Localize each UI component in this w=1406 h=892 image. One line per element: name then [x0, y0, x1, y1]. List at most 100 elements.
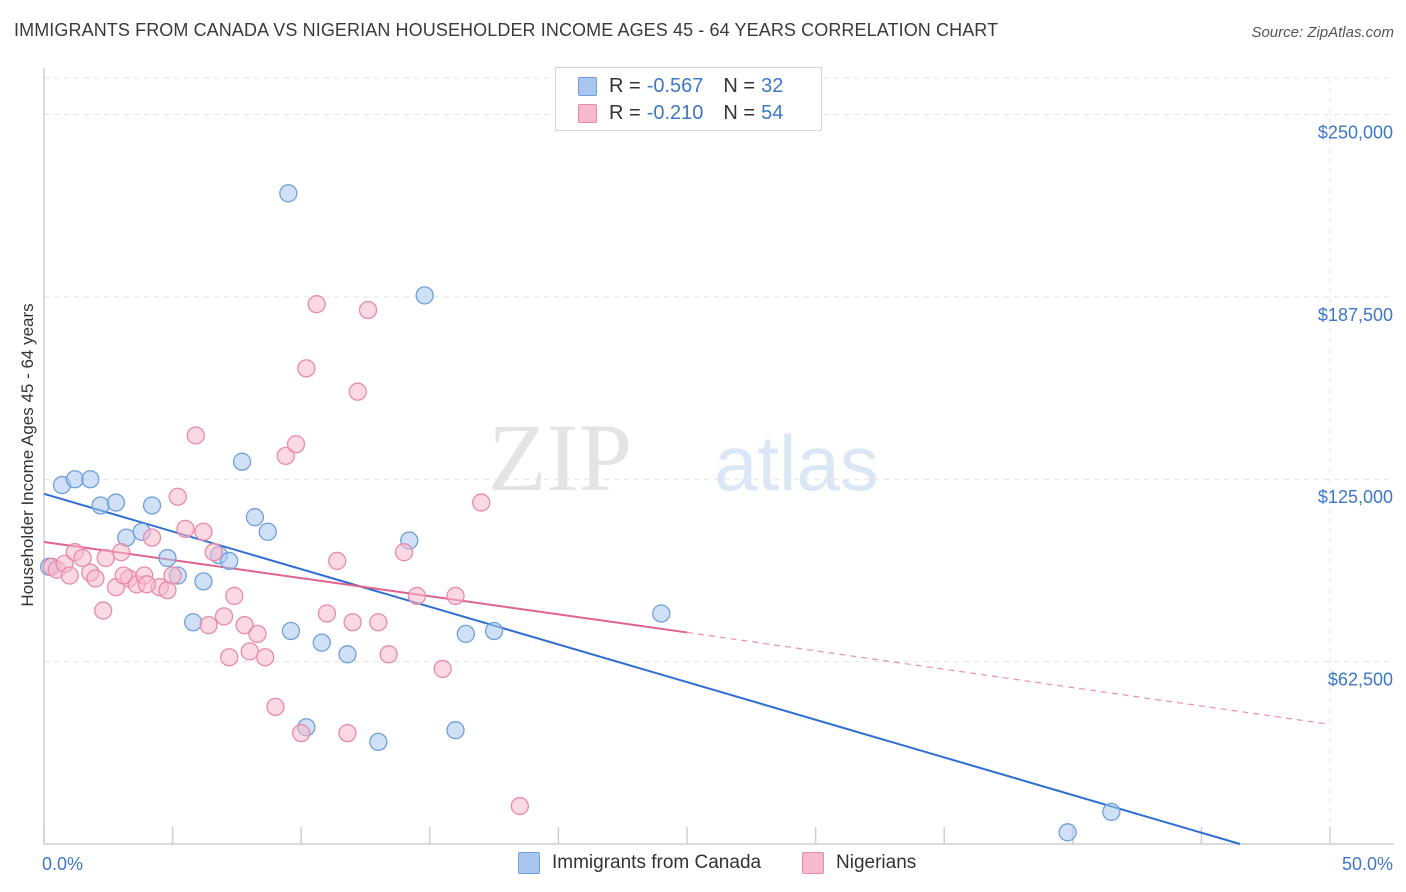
- legend-r-value: -0.567: [646, 74, 704, 97]
- data-point-nigerians: [60, 566, 79, 585]
- data-point-nigerians: [73, 548, 92, 568]
- data-point-canada: [279, 184, 298, 203]
- data-point-canada: [258, 522, 277, 541]
- data-point-nigerians: [214, 607, 234, 626]
- data-point-canada: [184, 613, 203, 632]
- data-point-nigerians: [446, 586, 465, 606]
- data-point-canada: [194, 572, 213, 591]
- data-point-nigerians: [292, 723, 311, 743]
- series-legend-item-nigerians: Nigerians: [802, 852, 916, 874]
- chart-source: Source: ZipAtlas.com: [1251, 24, 1394, 41]
- legend-swatch-blue: [578, 76, 597, 96]
- data-point-nigerians: [328, 551, 347, 571]
- data-point-nigerians: [168, 487, 187, 506]
- data-point-nigerians: [194, 522, 213, 541]
- data-point-nigerians: [186, 426, 205, 445]
- data-point-canada: [446, 721, 465, 740]
- data-point-canada: [1102, 802, 1121, 822]
- legend-n-value: 32: [761, 74, 784, 97]
- data-point-nigerians: [266, 697, 285, 716]
- trend-line-canada: [43, 492, 1241, 845]
- data-point-canada: [158, 548, 177, 568]
- data-point-canada: [338, 645, 357, 664]
- data-point-canada: [220, 551, 239, 571]
- data-point-canada: [652, 604, 671, 623]
- data-point-canada: [415, 286, 434, 305]
- data-points: [39, 184, 1121, 842]
- data-point-nigerians: [307, 295, 326, 314]
- data-point-canada: [245, 508, 265, 527]
- series-legend-label: Nigerians: [836, 852, 917, 873]
- data-point-nigerians: [220, 648, 239, 667]
- data-point-nigerians: [240, 642, 259, 661]
- data-point-nigerians: [114, 566, 133, 585]
- data-point-nigerians: [379, 645, 398, 664]
- trend-line-nigerians: [43, 540, 688, 634]
- data-point-nigerians: [343, 613, 362, 632]
- data-point-nigerians: [358, 300, 378, 320]
- x-tick-label: 0.0%: [42, 854, 83, 874]
- x-tick-label: 50.0%: [1342, 854, 1393, 874]
- data-point-nigerians: [235, 615, 254, 635]
- data-point-nigerians: [163, 566, 182, 585]
- data-point-canada: [484, 621, 504, 641]
- data-point-nigerians: [369, 613, 388, 632]
- data-point-nigerians: [276, 446, 295, 466]
- legend-r-label: R =: [609, 74, 641, 97]
- legend-swatch-pink: [578, 103, 597, 123]
- data-point-nigerians: [394, 543, 414, 562]
- series-legend-label: Immigrants from Canada: [552, 852, 762, 873]
- data-point-nigerians: [86, 569, 105, 588]
- y-tick-label: $250,000: [1318, 122, 1393, 142]
- data-point-nigerians: [204, 543, 223, 562]
- y-tick-label: $62,500: [1328, 670, 1393, 690]
- series-swatch-blue: [518, 852, 540, 874]
- data-point-nigerians: [142, 528, 162, 547]
- data-point-canada: [81, 470, 100, 489]
- legend-r-value: -0.210: [646, 101, 704, 124]
- legend-row-canada: R = -0.567 N = 32: [578, 73, 783, 99]
- watermark: ZIP atlas: [488, 404, 879, 511]
- tick-labels: $62,500 $125,000 $187,500 $250,000 0.0% 50.0%: [42, 122, 1393, 874]
- data-point-nigerians: [248, 624, 267, 644]
- data-point-nigerians: [297, 359, 316, 378]
- data-point-canada: [232, 452, 252, 471]
- watermark-zip: ZIP: [488, 404, 632, 511]
- data-point-nigerians: [317, 604, 337, 623]
- data-point-canada: [312, 633, 331, 652]
- y-tick-label: $187,500: [1318, 305, 1393, 325]
- data-point-nigerians: [256, 648, 275, 667]
- data-point-nigerians: [137, 575, 157, 594]
- data-point-nigerians: [472, 493, 491, 512]
- data-point-canada: [142, 496, 162, 515]
- data-point-canada: [281, 621, 301, 641]
- data-point-nigerians: [407, 586, 427, 606]
- data-point-canada: [1058, 823, 1077, 842]
- data-point-nigerians: [96, 548, 115, 568]
- data-point-nigerians: [112, 543, 131, 562]
- data-point-canada: [91, 496, 110, 515]
- legend-r-label: R =: [609, 101, 641, 124]
- axes: [43, 68, 1394, 845]
- data-point-nigerians: [199, 615, 218, 635]
- series-legend-item-canada: Immigrants from Canada: [518, 852, 761, 874]
- y-tick-label: $125,000: [1318, 487, 1393, 507]
- trend-line-extension: [686, 631, 1331, 725]
- data-point-nigerians: [225, 586, 244, 606]
- data-point-nigerians: [176, 519, 195, 538]
- legend-n-label: N =: [723, 74, 756, 97]
- legend-n-value: 54: [761, 101, 784, 124]
- correlation-legend: R = -0.567 N = 32 R = -0.210 N = 54: [555, 67, 822, 131]
- data-point-canada: [456, 624, 475, 644]
- legend-row-nigerians: R = -0.210 N = 54: [578, 100, 783, 126]
- trend-lines: [43, 492, 1331, 845]
- data-point-nigerians: [433, 659, 452, 679]
- data-point-canada: [106, 493, 126, 512]
- series-swatch-pink: [802, 852, 824, 874]
- legend-n-label: N =: [723, 101, 756, 124]
- data-point-nigerians: [94, 601, 113, 620]
- chart-title: IMMIGRANTS FROM CANADA VS NIGERIAN HOUSE…: [14, 20, 999, 40]
- data-point-canada: [369, 732, 388, 752]
- data-point-nigerians: [510, 796, 529, 816]
